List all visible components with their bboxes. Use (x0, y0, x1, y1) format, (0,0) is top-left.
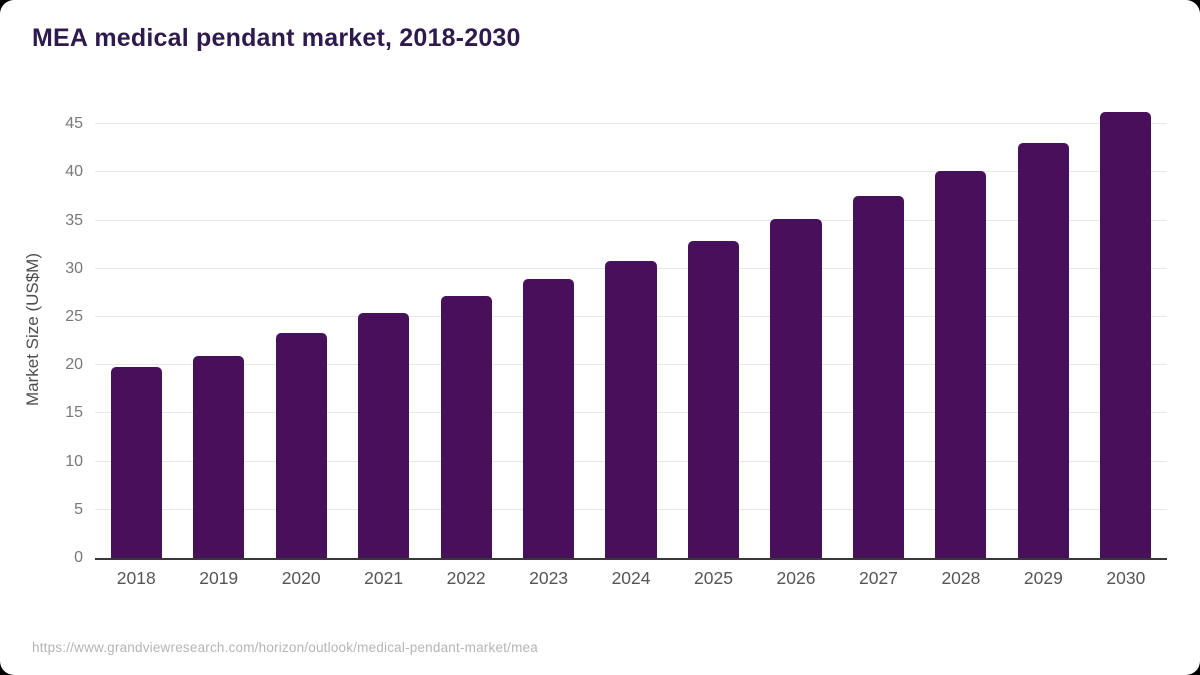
bar-2023 (523, 279, 575, 558)
bar-slot-2021 (342, 100, 424, 558)
x-tick-label-2022: 2022 (446, 568, 486, 588)
chart-title: MEA medical pendant market, 2018-2030 (32, 24, 521, 52)
bar-slot-2022 (425, 100, 507, 558)
y-axis-title-text: Market Size (US$M) (23, 253, 42, 407)
x-axis-labels: 2018 2019 2020 2021 2022 2023 2024 2025 2026 2027… (95, 568, 1167, 589)
y-tick-label-15: 15 (65, 404, 83, 422)
y-tick-label-5: 5 (74, 500, 83, 518)
gridline-y-40 (95, 171, 1167, 173)
bar-slot-2023 (507, 100, 589, 558)
bar-slot-2024 (590, 100, 672, 558)
bar-2029 (1017, 143, 1069, 558)
x-tick-label-2030: 2030 (1106, 568, 1146, 588)
plot-area: 0 5 10 15 20 25 30 35 40 45 (65, 100, 1167, 566)
bar-slot-2020 (260, 100, 342, 558)
y-axis-title: Market Size (US$M) (18, 100, 48, 560)
x-tick-label-2024: 2024 (611, 568, 651, 588)
x-tick-label-2018: 2018 (116, 568, 156, 588)
bar-2021 (358, 313, 410, 558)
bar-slot-2018 (95, 100, 177, 558)
y-tick-label-30: 30 (65, 259, 83, 277)
bar-series (95, 100, 1167, 558)
y-tick-label-40: 40 (65, 163, 83, 181)
x-tick-label-2028: 2028 (941, 568, 981, 588)
bar-2027 (852, 196, 905, 558)
bar-2019 (193, 355, 245, 558)
bar-slot-2027 (837, 100, 919, 558)
y-tick-label-0: 0 (74, 549, 83, 566)
x-tick-label-2019: 2019 (199, 568, 239, 588)
gridline-y-35 (95, 219, 1167, 221)
y-tick-label-45: 45 (65, 115, 83, 133)
bar-2026 (770, 218, 822, 558)
x-tick-label-2026: 2026 (776, 568, 816, 588)
gridline-y-45 (95, 123, 1167, 125)
bar-2022 (440, 295, 492, 558)
bar-slot-2028 (920, 100, 1002, 558)
x-tick-label-2025: 2025 (694, 568, 733, 588)
x-tick-label-2029: 2029 (1023, 568, 1063, 588)
bar-slot-2019 (177, 100, 259, 558)
source-url: https://www.grandviewresearch.com/horizo… (32, 640, 538, 655)
bar-slot-2029 (1002, 100, 1084, 558)
x-tick-label-2021: 2021 (364, 568, 404, 588)
bar-slot-2030 (1085, 100, 1167, 558)
x-tick-label-2023: 2023 (529, 568, 569, 588)
x-tick-label-2027: 2027 (858, 568, 898, 588)
bar-2024 (605, 261, 657, 558)
bar-slot-2025 (672, 100, 754, 558)
bar-2025 (687, 240, 740, 558)
x-tick-label-2020: 2020 (281, 568, 321, 588)
y-tick-label-10: 10 (65, 452, 83, 470)
bar-2020 (275, 333, 327, 558)
bar-2028 (935, 171, 987, 558)
bar-slot-2026 (755, 100, 837, 558)
y-tick-label-35: 35 (65, 211, 83, 229)
y-tick-label-20: 20 (65, 356, 83, 374)
bar-2018 (110, 367, 162, 558)
bar-2030 (1100, 111, 1152, 558)
y-tick-label-25: 25 (65, 307, 83, 325)
